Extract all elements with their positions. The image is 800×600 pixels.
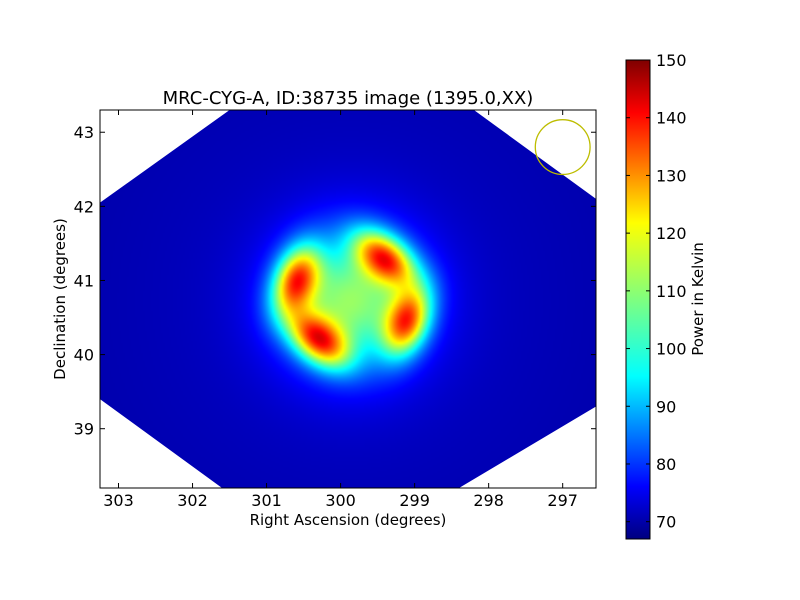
x-axis-label: Right Ascension (degrees) bbox=[250, 511, 447, 529]
x-tick-label: 303 bbox=[103, 491, 134, 510]
x-tick-label: 301 bbox=[251, 491, 282, 510]
colorbar-tick-label: 100 bbox=[656, 340, 687, 359]
colorbar-tick-label: 140 bbox=[656, 109, 687, 128]
colorbar-tick-label: 70 bbox=[656, 513, 676, 532]
x-tick-label: 302 bbox=[177, 491, 208, 510]
y-tick-label: 39 bbox=[74, 420, 94, 439]
colorbar-bar bbox=[625, 59, 651, 540]
colorbar-tick-label: 90 bbox=[656, 397, 676, 416]
y-tick-label: 43 bbox=[74, 123, 94, 142]
colorbar-label: Power in Kelvin bbox=[689, 242, 707, 356]
colorbar: 70 80 90 100 110 120 130 140 150 Power in Kelvin bbox=[625, 51, 707, 540]
colorbar-tick-label: 110 bbox=[656, 282, 687, 301]
plot-frame bbox=[99, 109, 597, 489]
x-tick-label: 298 bbox=[473, 491, 504, 510]
colorbar-tick-label: 120 bbox=[656, 224, 687, 243]
heatmap-image bbox=[100, 110, 596, 488]
colorbar-tick-label: 80 bbox=[656, 455, 676, 474]
x-tick-label: 297 bbox=[547, 491, 578, 510]
y-tick-label: 42 bbox=[74, 197, 94, 216]
chart-title: MRC-CYG-A, ID:38735 image (1395.0,XX) bbox=[163, 88, 534, 109]
y-axis-label: Declination (degrees) bbox=[51, 218, 69, 380]
x-tick-label: 300 bbox=[325, 491, 356, 510]
y-tick-label: 40 bbox=[74, 346, 94, 365]
x-axis-ticks: 303 302 301 300 299 298 297 bbox=[103, 110, 578, 510]
colorbar-tick-label: 150 bbox=[656, 51, 687, 70]
x-tick-label: 299 bbox=[399, 491, 430, 510]
y-tick-label: 41 bbox=[74, 271, 94, 290]
colorbar-tick-label: 130 bbox=[656, 166, 687, 185]
beam-circle bbox=[534, 119, 591, 176]
y-axis-ticks: 39 40 41 42 43 bbox=[74, 123, 596, 439]
colorbar-ticks: 70 80 90 100 110 120 130 140 150 bbox=[626, 51, 687, 532]
plot-area bbox=[100, 110, 596, 488]
